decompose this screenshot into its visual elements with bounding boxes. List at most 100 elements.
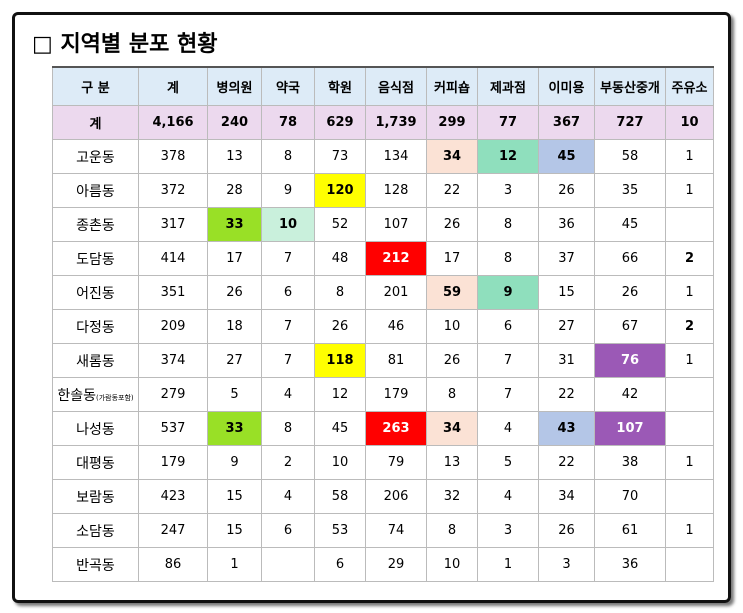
data-cell: 32 xyxy=(426,479,478,514)
data-cell: 34 xyxy=(426,411,478,446)
data-cell: 10 xyxy=(426,309,478,344)
data-cell: 5 xyxy=(477,445,539,480)
data-cell: 28 xyxy=(207,173,262,208)
data-cell: 76 xyxy=(594,343,666,378)
data-cell: 3 xyxy=(477,513,539,548)
region-label: 종촌동 xyxy=(76,217,115,234)
region-label: 반곡동 xyxy=(76,557,115,574)
region-name: 보람동 xyxy=(52,479,139,514)
title: □ 지역별 분포 현황 xyxy=(32,32,218,57)
total-row: 계 4,166 240 78 629 1,739 299 77 367 727 10 xyxy=(52,105,714,140)
data-row: 어진동 351 26 6 8 201 59 9 15 26 1 xyxy=(52,275,714,310)
data-cell: 58 xyxy=(314,479,366,514)
data-row: 종촌동 317 33 10 52 107 26 8 36 45 xyxy=(52,207,714,242)
data-cell xyxy=(665,377,714,412)
data-cell: 52 xyxy=(314,207,366,242)
region-name: 고운동 xyxy=(52,139,139,174)
data-cell xyxy=(261,547,315,582)
data-cell: 107 xyxy=(365,207,427,242)
data-cell: 107 xyxy=(594,411,666,446)
data-cell: 4 xyxy=(261,479,315,514)
total-cell: 299 xyxy=(426,105,478,140)
data-cell: 17 xyxy=(426,241,478,276)
data-cell: 46 xyxy=(365,309,427,344)
data-cell: 179 xyxy=(138,445,208,480)
data-cell: 378 xyxy=(138,139,208,174)
data-cell: 26 xyxy=(426,207,478,242)
data-cell: 7 xyxy=(261,241,315,276)
region-label: 한솔동 xyxy=(57,387,96,404)
data-cell: 134 xyxy=(365,139,427,174)
data-cell: 7 xyxy=(477,377,539,412)
header-cell: 이미용 xyxy=(538,66,595,106)
data-cell: 2 xyxy=(665,309,714,344)
data-cell: 45 xyxy=(314,411,366,446)
data-cell: 201 xyxy=(365,275,427,310)
region-label: 아름동 xyxy=(76,183,115,200)
data-cell: 29 xyxy=(365,547,427,582)
region-name: 새롬동 xyxy=(52,343,139,378)
region-name: 한솔동(가람동포함) xyxy=(52,377,139,412)
data-cell: 423 xyxy=(138,479,208,514)
data-cell: 48 xyxy=(314,241,366,276)
data-cell: 22 xyxy=(426,173,478,208)
data-cell: 31 xyxy=(538,343,595,378)
region-name: 어진동 xyxy=(52,275,139,310)
region-name: 종촌동 xyxy=(52,207,139,242)
data-cell: 26 xyxy=(426,343,478,378)
region-name: 아름동 xyxy=(52,173,139,208)
data-cell xyxy=(665,479,714,514)
data-cell: 15 xyxy=(538,275,595,310)
region-label: 나성동 xyxy=(76,421,115,438)
total-cell: 4,166 xyxy=(138,105,208,140)
data-cell: 7 xyxy=(261,343,315,378)
data-cell: 8 xyxy=(426,377,478,412)
data-cell: 79 xyxy=(365,445,427,480)
data-cell: 9 xyxy=(477,275,539,310)
data-row: 아름동 372 28 9 120 128 22 3 26 35 1 xyxy=(52,173,714,208)
data-cell: 34 xyxy=(426,139,478,174)
header-cell: 음식점 xyxy=(365,66,427,106)
data-cell: 74 xyxy=(365,513,427,548)
data-cell: 9 xyxy=(207,445,262,480)
data-cell: 42 xyxy=(594,377,666,412)
data-cell: 53 xyxy=(314,513,366,548)
data-row: 소담동 247 15 6 53 74 8 3 26 61 1 xyxy=(52,513,714,548)
header-cell: 학원 xyxy=(314,66,366,106)
data-cell: 26 xyxy=(207,275,262,310)
data-cell: 66 xyxy=(594,241,666,276)
data-cell: 86 xyxy=(138,547,208,582)
region-label: 어진동 xyxy=(76,285,115,302)
data-cell: 179 xyxy=(365,377,427,412)
region-label: 대평동 xyxy=(76,455,115,472)
data-cell: 8 xyxy=(426,513,478,548)
data-cell: 1 xyxy=(665,343,714,378)
data-cell: 17 xyxy=(207,241,262,276)
total-cell: 10 xyxy=(665,105,714,140)
data-cell: 374 xyxy=(138,343,208,378)
data-cell: 45 xyxy=(538,139,595,174)
region-name: 소담동 xyxy=(52,513,139,548)
header-cell: 계 xyxy=(138,66,208,106)
data-cell: 26 xyxy=(538,173,595,208)
data-cell: 263 xyxy=(365,411,427,446)
data-cell: 10 xyxy=(261,207,315,242)
data-cell: 3 xyxy=(538,547,595,582)
total-cell: 1,739 xyxy=(365,105,427,140)
data-cell: 1 xyxy=(665,275,714,310)
data-cell: 209 xyxy=(138,309,208,344)
data-row: 고운동 378 13 8 73 134 34 12 45 58 1 xyxy=(52,139,714,174)
data-cell: 206 xyxy=(365,479,427,514)
data-cell: 372 xyxy=(138,173,208,208)
region-name: 대평동 xyxy=(52,445,139,480)
region-label: 고운동 xyxy=(76,149,115,166)
data-cell: 279 xyxy=(138,377,208,412)
data-row: 새롬동 374 27 7 118 81 26 7 31 76 1 xyxy=(52,343,714,378)
data-cell: 5 xyxy=(207,377,262,412)
data-cell: 27 xyxy=(538,309,595,344)
data-cell: 317 xyxy=(138,207,208,242)
data-cell: 33 xyxy=(207,207,262,242)
data-cell: 15 xyxy=(207,513,262,548)
data-cell: 22 xyxy=(538,445,595,480)
